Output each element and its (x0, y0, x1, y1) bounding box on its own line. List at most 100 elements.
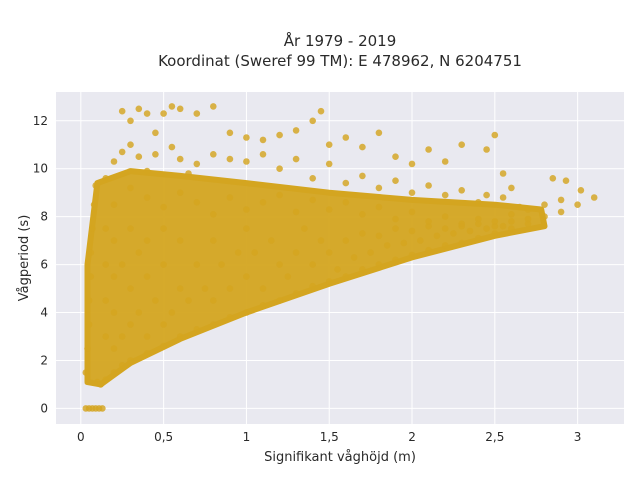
data-point (102, 376, 109, 384)
data-point (549, 175, 557, 182)
data-point (441, 225, 449, 232)
data-point (425, 146, 432, 153)
data-point (541, 213, 548, 220)
x-tick-label: 1,5 (320, 430, 339, 444)
data-point (557, 208, 565, 216)
data-point (160, 342, 167, 350)
data-point (87, 273, 95, 280)
data-point (226, 285, 234, 292)
data-point (508, 211, 515, 218)
data-point (218, 261, 225, 268)
data-point (135, 309, 143, 316)
data-point (259, 302, 267, 309)
data-point (135, 249, 143, 256)
chart-subtitle: Koordinat (Sweref 99 TM): E 478962, N 62… (158, 52, 522, 70)
x-tick-label: 1 (243, 430, 251, 444)
data-point (243, 134, 250, 141)
data-point (508, 218, 515, 225)
data-point (425, 222, 432, 230)
data-point (425, 182, 432, 189)
data-point (89, 225, 96, 232)
data-point (176, 333, 184, 340)
data-point (99, 405, 106, 412)
data-point (226, 155, 234, 163)
data-point (193, 326, 201, 333)
data-point (210, 297, 217, 304)
data-point (168, 143, 176, 151)
y-tick-label: 10 (33, 162, 48, 176)
data-point (392, 225, 399, 232)
data-point (441, 158, 449, 165)
data-point (466, 227, 474, 235)
data-point (276, 261, 283, 268)
data-point (383, 242, 391, 249)
data-point (251, 249, 258, 256)
data-point (325, 249, 333, 256)
data-point (127, 225, 134, 232)
y-tick-label: 12 (33, 114, 48, 128)
data-point (458, 239, 466, 247)
data-point (160, 203, 167, 211)
data-point (524, 206, 532, 213)
data-point (97, 381, 104, 388)
data-point (458, 187, 466, 194)
data-point (562, 177, 570, 184)
data-point (342, 237, 350, 244)
data-point (193, 261, 201, 268)
data-point (143, 237, 151, 244)
data-point (392, 177, 399, 184)
data-point (499, 222, 507, 230)
data-point (325, 278, 333, 285)
data-point (359, 266, 366, 273)
data-point (226, 194, 234, 201)
data-point (342, 134, 350, 141)
data-point (193, 199, 201, 206)
data-point (508, 184, 515, 192)
data-point (210, 211, 217, 218)
data-point (85, 321, 93, 328)
data-point (292, 127, 300, 134)
data-point (425, 218, 432, 225)
data-point (350, 254, 358, 261)
data-point (541, 201, 548, 208)
data-point (127, 141, 134, 148)
x-tick-label: 2 (408, 430, 416, 444)
data-point (441, 242, 449, 249)
data-point (176, 189, 184, 196)
data-point (433, 232, 441, 240)
data-point (475, 220, 482, 228)
data-point (375, 261, 383, 268)
data-point (243, 158, 250, 165)
y-axis-ticks: 0 2 4 6 8 10 12 (33, 114, 48, 416)
data-point (417, 237, 424, 244)
data-point (408, 227, 416, 235)
data-point (284, 273, 292, 280)
data-point (201, 285, 209, 292)
data-point (392, 153, 399, 160)
data-point (309, 175, 317, 182)
data-point (524, 220, 532, 228)
data-point (143, 194, 151, 201)
data-point (168, 103, 176, 110)
data-point (135, 153, 143, 160)
data-point (243, 273, 250, 280)
data-point (102, 333, 109, 340)
data-point (160, 261, 167, 268)
data-point (110, 158, 118, 165)
data-point (408, 208, 416, 216)
data-point (243, 206, 250, 213)
data-point (143, 333, 151, 340)
data-point (234, 249, 242, 256)
data-point (317, 237, 325, 244)
data-point (325, 141, 333, 148)
data-point (127, 321, 134, 328)
data-point (110, 369, 118, 376)
data-point (309, 261, 317, 268)
data-point (292, 249, 300, 256)
y-tick-label: 6 (40, 258, 48, 272)
data-point (210, 151, 217, 158)
data-point (110, 273, 118, 280)
data-point (577, 187, 585, 194)
data-point (135, 105, 143, 113)
